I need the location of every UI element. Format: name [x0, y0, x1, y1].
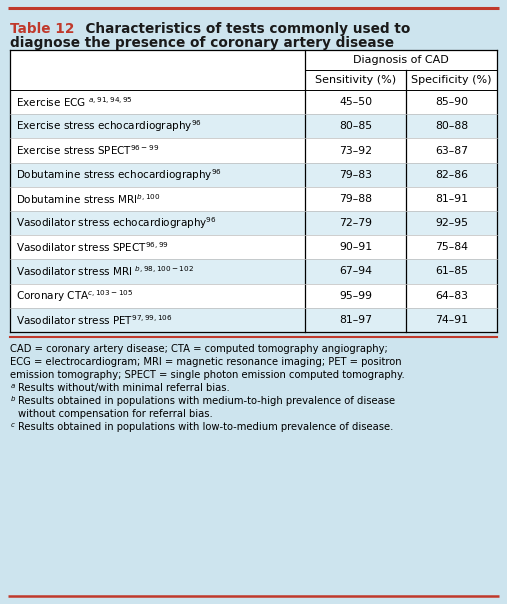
Bar [10, 50, 497, 332]
Text: Characteristics of tests commonly used to: Characteristics of tests commonly used t… [76, 22, 410, 36]
Text: 75–84: 75–84 [435, 242, 468, 252]
Text: 79–83: 79–83 [339, 170, 372, 180]
Text: 73–92: 73–92 [339, 146, 372, 155]
Text: Exercise ECG $^{a, 91, 94, 95}$: Exercise ECG $^{a, 91, 94, 95}$ [16, 95, 133, 109]
Text: 45–50: 45–50 [339, 97, 372, 107]
Text: Diagnosis of CAD: Diagnosis of CAD [353, 55, 449, 65]
Text: $^c$: $^c$ [10, 422, 16, 432]
Text: 82–86: 82–86 [435, 170, 468, 180]
Text: Vasodilator stress echocardiography$^{96}$: Vasodilator stress echocardiography$^{96… [16, 215, 216, 231]
Text: 63–87: 63–87 [435, 146, 468, 155]
Bar [10, 138, 497, 162]
Text: 85–90: 85–90 [435, 97, 468, 107]
Text: 95–99: 95–99 [339, 291, 372, 301]
Text: 80–85: 80–85 [339, 121, 372, 131]
Bar [10, 211, 497, 235]
Text: 90–91: 90–91 [339, 242, 372, 252]
Text: Vasodilator stress PET$^{97, 99, 106}$: Vasodilator stress PET$^{97, 99, 106}$ [16, 313, 173, 327]
Text: Vasodilator stress MRI $^{b,98, 100-102}$: Vasodilator stress MRI $^{b,98, 100-102}… [16, 265, 194, 278]
Bar [10, 259, 497, 284]
Text: Vasodilator stress SPECT$^{96, 99}$: Vasodilator stress SPECT$^{96, 99}$ [16, 240, 169, 254]
Text: Coronary CTA$^{c,103-105}$: Coronary CTA$^{c,103-105}$ [16, 288, 133, 304]
Text: Results obtained in populations with low-to-medium prevalence of disease.: Results obtained in populations with low… [18, 422, 393, 432]
Text: 74–91: 74–91 [435, 315, 468, 325]
Text: $^a$: $^a$ [10, 383, 16, 393]
Text: Exercise stress SPECT$^{96-99}$: Exercise stress SPECT$^{96-99}$ [16, 144, 159, 158]
Bar [10, 162, 497, 187]
Text: 81–97: 81–97 [339, 315, 372, 325]
Text: ECG = electrocardiogram; MRI = magnetic resonance imaging; PET = positron: ECG = electrocardiogram; MRI = magnetic … [10, 357, 402, 367]
Text: Results obtained in populations with medium-to-high prevalence of disease: Results obtained in populations with med… [18, 396, 395, 406]
Text: emission tomography; SPECT = single photon emission computed tomography.: emission tomography; SPECT = single phot… [10, 370, 405, 380]
Text: Dobutamine stress echocardiography$^{96}$: Dobutamine stress echocardiography$^{96}… [16, 167, 222, 182]
Bar [10, 114, 497, 138]
Text: without compensation for referral bias.: without compensation for referral bias. [18, 409, 213, 419]
Text: Sensitivity (%): Sensitivity (%) [315, 75, 396, 85]
Text: Specificity (%): Specificity (%) [411, 75, 492, 85]
Text: 81–91: 81–91 [435, 194, 468, 204]
Text: diagnose the presence of coronary artery disease: diagnose the presence of coronary artery… [10, 36, 394, 50]
Text: 64–83: 64–83 [435, 291, 468, 301]
Text: 67–94: 67–94 [339, 266, 372, 277]
Text: Dobutamine stress MRI$^{b,100}$: Dobutamine stress MRI$^{b,100}$ [16, 192, 160, 206]
Text: 61–85: 61–85 [435, 266, 468, 277]
Bar [10, 308, 497, 332]
Text: 79–88: 79–88 [339, 194, 372, 204]
Text: Table 12: Table 12 [10, 22, 75, 36]
Text: 72–79: 72–79 [339, 218, 372, 228]
Text: CAD = coronary artery disease; CTA = computed tomography angiography;: CAD = coronary artery disease; CTA = com… [10, 344, 388, 354]
Text: 80–88: 80–88 [435, 121, 468, 131]
Bar [10, 235, 497, 259]
Text: 92–95: 92–95 [435, 218, 468, 228]
Text: Exercise stress echocardiography$^{96}$: Exercise stress echocardiography$^{96}$ [16, 118, 202, 134]
Bar [10, 90, 497, 114]
Bar [10, 187, 497, 211]
Text: Results without/with minimal referral bias.: Results without/with minimal referral bi… [18, 383, 230, 393]
Text: $^b$: $^b$ [10, 396, 16, 406]
Bar [10, 284, 497, 308]
